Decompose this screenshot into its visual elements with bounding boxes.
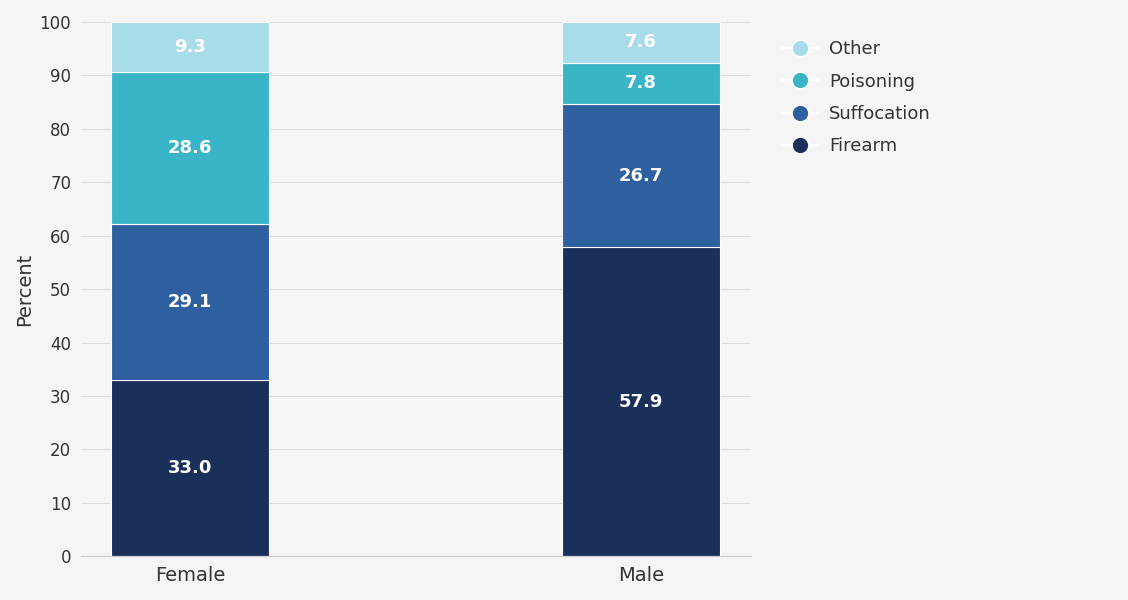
Text: 26.7: 26.7 [619,167,663,185]
Text: 33.0: 33.0 [168,459,212,477]
Bar [112,22,270,71]
Text: 7.8: 7.8 [625,74,658,92]
Text: 28.6: 28.6 [168,139,212,157]
Bar [112,380,270,556]
Text: 7.6: 7.6 [625,34,658,52]
Bar [562,22,720,62]
Bar [562,62,720,104]
Bar [112,71,270,224]
Y-axis label: Percent: Percent [15,253,34,326]
Text: 29.1: 29.1 [168,293,212,311]
Bar [112,224,270,380]
Bar [562,104,720,247]
Bar [562,247,720,556]
Text: 9.3: 9.3 [175,38,206,56]
Legend: Other, Poisoning, Suffocation, Firearm: Other, Poisoning, Suffocation, Firearm [773,31,940,164]
Text: 57.9: 57.9 [619,392,663,410]
